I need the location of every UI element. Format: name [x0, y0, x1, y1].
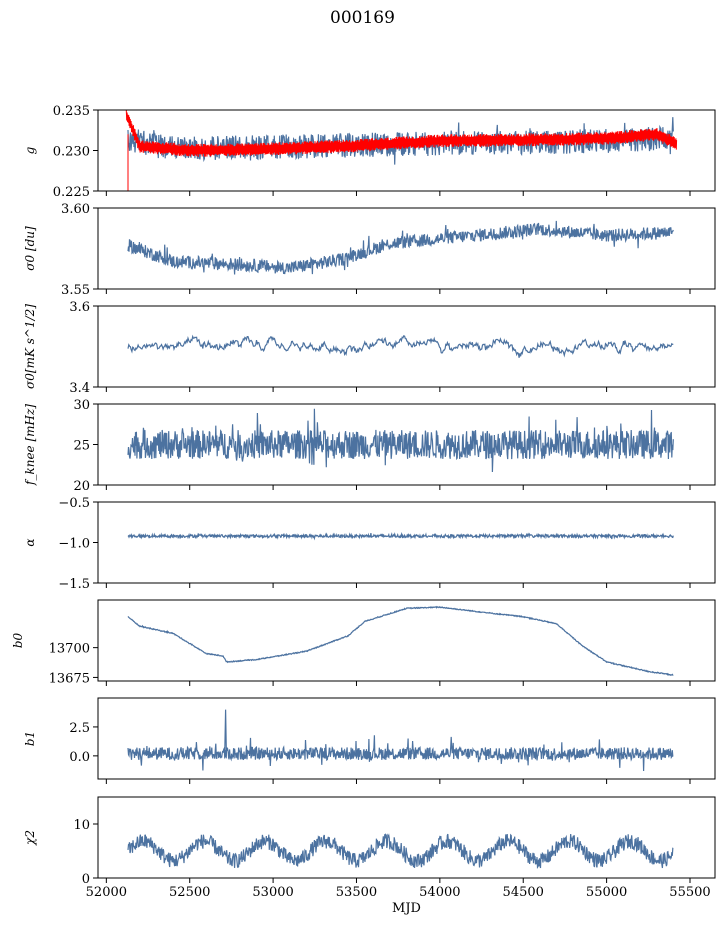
series-1-2 [125, 110, 678, 191]
panel-8: 0 10 χ2 [23, 796, 716, 887]
ylabel: σ0[mK s^1/2] [23, 304, 37, 389]
panel-1: 0.225 0.230 0.235 g [23, 104, 716, 200]
xtick-label: 55000 [586, 885, 627, 900]
ytick-label: −1.5 [58, 577, 90, 592]
xtick-label: 53500 [336, 885, 377, 900]
series-8-1 [127, 833, 674, 869]
figure-title: 000169 [330, 8, 395, 28]
ytick-label: −1.0 [58, 537, 90, 552]
series-5-1 [127, 532, 674, 541]
ytick-label: 0.230 [53, 145, 90, 160]
panel-7: 0.0 2.5 b1 [23, 697, 716, 784]
ytick-label: 0.225 [53, 185, 90, 200]
ytick-label: 0.235 [53, 104, 90, 119]
ytick-label: 3.60 [61, 202, 90, 217]
axes-frame [97, 501, 716, 584]
xtick-label: 54500 [503, 885, 544, 900]
series-3-1 [127, 334, 674, 358]
ylabel: f_knee [mHz] [23, 404, 37, 486]
panel-2: 3.55 3.60 σ0 [du] [23, 202, 716, 298]
ytick-label: 20 [73, 479, 90, 494]
ytick-label: 13675 [49, 671, 90, 686]
axes-frame [97, 305, 716, 388]
panel-6: 13675 13700 b0 [11, 599, 716, 686]
axes-frame [97, 207, 716, 290]
ytick-label: 3.6 [69, 300, 90, 315]
xtick-label: 54000 [419, 885, 460, 900]
series-7-1 [127, 709, 674, 772]
ytick-label: 0 [82, 872, 90, 887]
axes-frame [97, 599, 716, 682]
xtick-label: 55500 [669, 885, 710, 900]
ytick-label: 30 [73, 398, 90, 413]
panel-4: 20 25 30 f_knee [mHz] [23, 398, 716, 494]
ytick-label: 3.55 [61, 283, 90, 298]
ylabel: b0 [11, 632, 25, 648]
panel-5: −1.5 −1.0 −0.5 α [23, 496, 716, 592]
axes-frame [97, 796, 716, 879]
ytick-label: 13700 [49, 642, 90, 657]
ytick-label: 25 [73, 439, 90, 454]
xtick-label: 52000 [86, 885, 127, 900]
axes-frame [97, 697, 716, 780]
series-4-1 [127, 408, 674, 473]
ylabel: χ2 [23, 830, 37, 846]
xlabel: MJD [392, 901, 421, 916]
ytick-label: −0.5 [58, 496, 90, 511]
ylabel: b1 [23, 731, 37, 746]
ytick-label: 2.5 [69, 721, 90, 736]
ylabel: σ0 [du] [23, 226, 37, 271]
ylabel: g [23, 146, 37, 154]
ylabel: α [23, 538, 37, 546]
xtick-label: 53000 [252, 885, 293, 900]
series-2-1 [127, 220, 674, 275]
xtick-label: 52500 [169, 885, 210, 900]
ytick-label: 0.0 [69, 750, 90, 765]
ytick-label: 10 [73, 818, 90, 833]
ytick-label: 3.4 [69, 381, 90, 396]
series-6-1 [127, 605, 674, 676]
panel-3: 3.4 3.6 σ0[mK s^1/2] [23, 300, 716, 396]
